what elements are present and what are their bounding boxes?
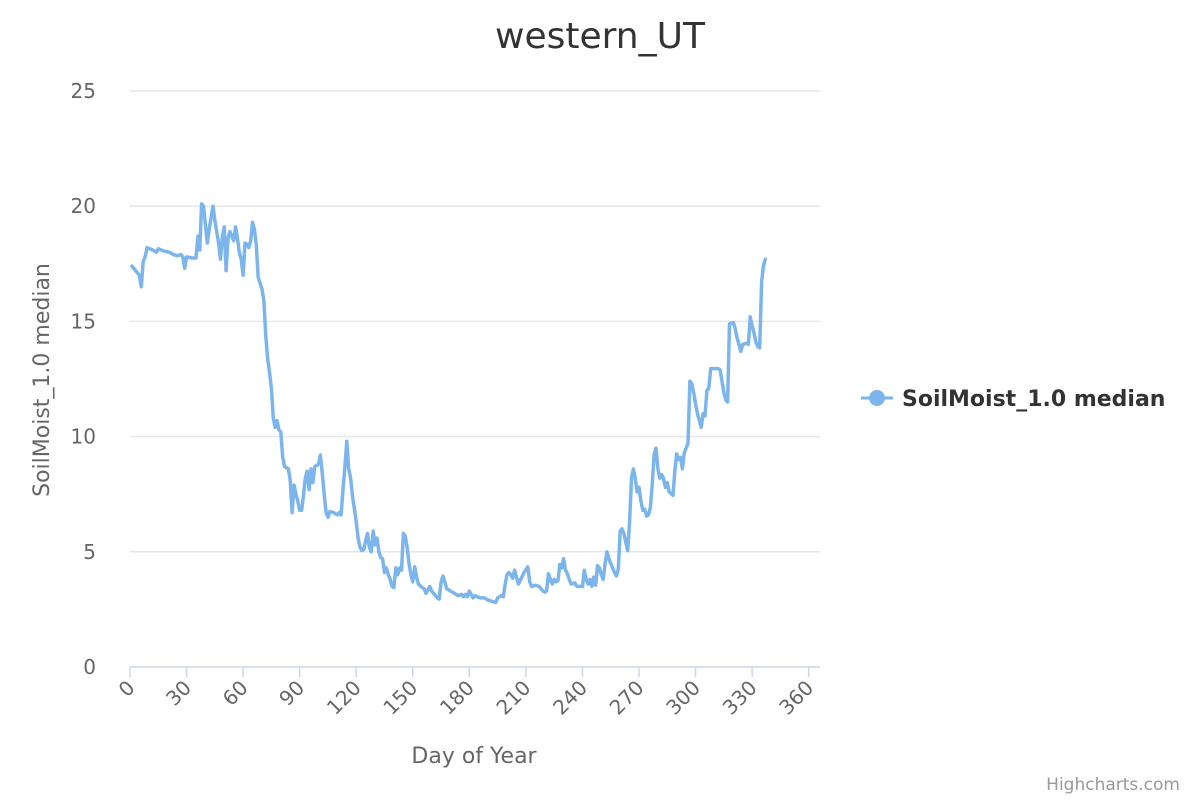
x-axis: 0 30 60 90 120 150 180 210 240 270 300 330 360 bbox=[114, 666, 820, 720]
grid-lines bbox=[130, 90, 820, 553]
series-line[interactable] bbox=[130, 202, 768, 605]
x-tick-label: 120 bbox=[322, 676, 366, 720]
y-axis-ticks: 0 5 10 15 20 25 bbox=[71, 79, 96, 679]
legend-label: SoilMoist_1.0 median bbox=[902, 387, 1165, 412]
x-tick-label: 60 bbox=[218, 676, 253, 711]
x-tick-label: 30 bbox=[161, 676, 196, 711]
y-tick-label: 10 bbox=[71, 425, 96, 449]
x-tick-label: 0 bbox=[114, 676, 140, 702]
legend-dot-marker bbox=[869, 390, 885, 406]
y-tick-label: 20 bbox=[71, 194, 96, 218]
x-tick-label: 330 bbox=[718, 676, 762, 720]
credits-link[interactable]: Highcharts.com bbox=[1046, 775, 1180, 795]
x-tick-label: 270 bbox=[605, 676, 649, 720]
y-axis-title: SoilMoist_1.0 median bbox=[30, 263, 55, 497]
x-tick-label: 180 bbox=[435, 676, 479, 720]
legend-item[interactable]: SoilMoist_1.0 median bbox=[861, 387, 1165, 412]
x-tick-label: 360 bbox=[774, 676, 818, 720]
series-group bbox=[130, 202, 768, 605]
chart-title: western_UT bbox=[495, 16, 706, 57]
y-tick-label: 0 bbox=[83, 655, 96, 679]
x-tick-label: 300 bbox=[661, 676, 705, 720]
y-tick-label: 15 bbox=[71, 309, 96, 333]
x-axis-title: Day of Year bbox=[411, 744, 537, 769]
x-tick-label: 90 bbox=[274, 676, 309, 711]
y-tick-label: 25 bbox=[71, 79, 96, 103]
x-tick-label: 150 bbox=[378, 676, 422, 720]
y-tick-label: 5 bbox=[83, 540, 96, 564]
x-tick-label: 210 bbox=[491, 676, 535, 720]
x-tick-label: 240 bbox=[548, 676, 592, 720]
